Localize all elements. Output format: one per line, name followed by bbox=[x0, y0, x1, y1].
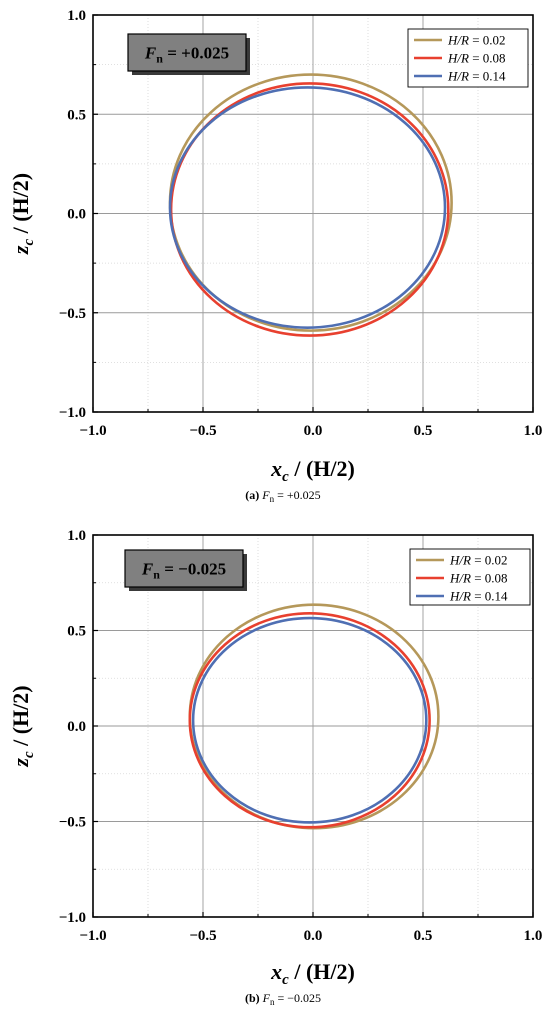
fn-annotation-box bbox=[127, 33, 247, 72]
legend-label-value: = 0.08 bbox=[471, 571, 508, 586]
fn-annotation-var: F bbox=[141, 560, 154, 579]
fn-annotation-value: = +0.025 bbox=[163, 44, 229, 63]
x-tick-label: −1.0 bbox=[79, 423, 106, 439]
legend-label-hr-0.08: H/R = 0.08 bbox=[447, 51, 506, 66]
legend-label-hr-0.14: H/R = 0.14 bbox=[449, 589, 508, 604]
x-tick-label: 0.0 bbox=[304, 423, 323, 439]
panel-caption-a: (a) Fn = +0.025 bbox=[245, 488, 320, 504]
y-axis-label-rest: / (H/2) bbox=[8, 685, 33, 751]
panel-caption-b: (b) Fn = −0.025 bbox=[245, 991, 321, 1007]
y-tick-label: 1.0 bbox=[67, 528, 86, 544]
fn-annotation-sub: n bbox=[153, 568, 160, 582]
x-axis-label-rest: / (H/2) bbox=[289, 959, 355, 984]
y-tick-label: 0.5 bbox=[67, 624, 86, 640]
y-axis-label: zc / (H/2) bbox=[8, 173, 37, 255]
x-tick-label: 0.0 bbox=[304, 928, 323, 944]
x-tick-label: 1.0 bbox=[524, 928, 543, 944]
x-tick-label: −0.5 bbox=[189, 928, 216, 944]
caption-value: = +0.025 bbox=[274, 488, 321, 502]
y-tick-label: 1.0 bbox=[67, 8, 86, 24]
y-axis-label: zc / (H/2) bbox=[8, 685, 37, 767]
caption-var: F bbox=[262, 991, 271, 1005]
series-line-hr-0.14 bbox=[191, 616, 428, 824]
y-tick-label: 0.0 bbox=[67, 719, 86, 735]
y-tick-label: 0.0 bbox=[67, 207, 86, 223]
x-axis-label: xc / (H/2) bbox=[270, 456, 355, 485]
legend-label-value: = 0.14 bbox=[471, 589, 508, 604]
caption-sub: n bbox=[270, 997, 275, 1007]
legend-label-var: H/R bbox=[447, 69, 469, 84]
series-line-hr-0.02 bbox=[168, 73, 453, 332]
y-tick-label: −1.0 bbox=[59, 405, 86, 421]
caption-var: F bbox=[261, 488, 270, 502]
y-axis-label-var: z bbox=[8, 245, 33, 255]
y-tick-label: 0.5 bbox=[67, 107, 86, 123]
legend-label-value: = 0.02 bbox=[471, 553, 508, 568]
x-axis-label: xc / (H/2) bbox=[270, 959, 355, 988]
legend-label-var: H/R bbox=[449, 553, 471, 568]
x-axis-label-var: x bbox=[270, 959, 282, 984]
legend-label-hr-0.14: H/R = 0.14 bbox=[447, 69, 506, 84]
fn-annotation-text: Fn = −0.025 bbox=[141, 560, 226, 582]
y-tick-label: −0.5 bbox=[59, 815, 86, 831]
chart-panel-a: −1.0−1.0−0.5−0.50.00.00.50.51.01.0xc / (… bbox=[8, 8, 542, 504]
caption-prefix: (b) bbox=[245, 991, 263, 1005]
series-line-hr-0.08 bbox=[188, 612, 431, 829]
chart-panel-b: −1.0−1.0−0.5−0.50.00.00.50.51.01.0xc / (… bbox=[8, 528, 542, 1007]
caption-prefix: (a) bbox=[245, 488, 262, 502]
legend-label-value: = 0.02 bbox=[469, 33, 506, 48]
legend-label-hr-0.08: H/R = 0.08 bbox=[449, 571, 508, 586]
fn-annotation-box bbox=[124, 549, 244, 588]
y-axis-label-var: z bbox=[8, 758, 33, 768]
legend-label-var: H/R bbox=[447, 51, 469, 66]
x-tick-label: −0.5 bbox=[189, 423, 216, 439]
y-axis-label-sub: c bbox=[21, 751, 37, 758]
x-tick-label: 0.5 bbox=[414, 423, 433, 439]
x-axis-label-var: x bbox=[270, 456, 282, 481]
series-line-hr-0.02 bbox=[188, 603, 440, 830]
legend-label-value: = 0.14 bbox=[469, 69, 506, 84]
y-tick-label: −0.5 bbox=[59, 306, 86, 322]
series-line-hr-0.14 bbox=[168, 86, 447, 329]
legend-label-var: H/R bbox=[447, 33, 469, 48]
legend-label-var: H/R bbox=[449, 571, 471, 586]
x-axis-label-sub: c bbox=[282, 972, 289, 988]
fn-annotation-text: Fn = +0.025 bbox=[144, 44, 229, 66]
y-tick-label: −1.0 bbox=[59, 910, 86, 926]
y-axis-label-rest: / (H/2) bbox=[8, 173, 33, 239]
x-axis-label-sub: c bbox=[282, 469, 289, 485]
caption-sub: n bbox=[270, 494, 275, 504]
x-tick-label: −1.0 bbox=[79, 928, 106, 944]
x-tick-label: 0.5 bbox=[414, 928, 433, 944]
legend-label-hr-0.02: H/R = 0.02 bbox=[447, 33, 506, 48]
legend-label-var: H/R bbox=[449, 589, 471, 604]
fn-annotation-sub: n bbox=[156, 52, 163, 66]
fn-annotation-value: = −0.025 bbox=[160, 560, 226, 579]
x-axis-label-rest: / (H/2) bbox=[289, 456, 355, 481]
fn-annotation-var: F bbox=[144, 44, 157, 63]
y-axis-label-sub: c bbox=[21, 239, 37, 246]
legend-label-hr-0.02: H/R = 0.02 bbox=[449, 553, 508, 568]
caption-value: = −0.025 bbox=[274, 991, 321, 1005]
x-tick-label: 1.0 bbox=[524, 423, 543, 439]
legend-label-value: = 0.08 bbox=[469, 51, 506, 66]
